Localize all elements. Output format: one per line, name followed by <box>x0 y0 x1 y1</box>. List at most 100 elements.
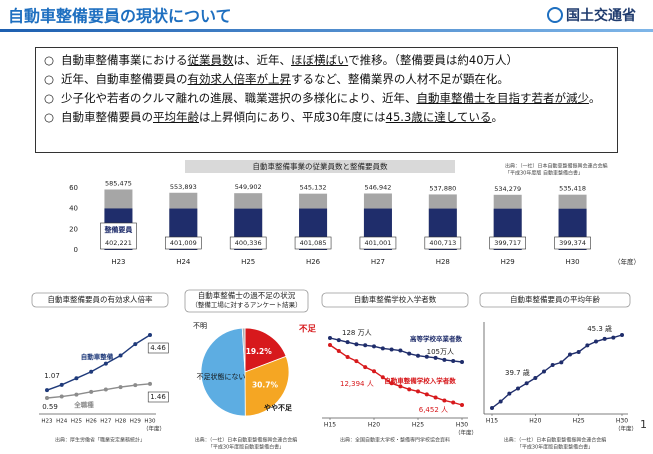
data-point <box>118 385 123 390</box>
bullet-text: 自動車整備士を目指す若者が減少 <box>416 91 589 105</box>
value-label: 12,394 人 <box>340 380 374 388</box>
value-label: 45.3 歳 <box>587 324 612 333</box>
data-point <box>103 387 108 392</box>
x-tick-label: H23 <box>111 258 125 266</box>
bullet-text: 有効求人倍率が上昇 <box>187 72 292 86</box>
data-point <box>363 343 368 348</box>
panel-title: 自動車整備士の過不足の状況 <box>198 290 296 300</box>
value-label: 399,374 <box>559 239 586 247</box>
x-tick-label: H20 <box>368 422 380 429</box>
y-tick-label: 20 <box>69 225 78 233</box>
data-point <box>550 362 555 367</box>
bullet: 近年、自動車整備要員の有効求人倍率が上昇するなど、整備業界の人材不足が顕在化。 <box>44 71 609 88</box>
x-tick-label: H29 <box>501 258 515 266</box>
source-note: 「平成30年度版自動車整備白書」 <box>208 444 284 451</box>
label-box <box>359 236 397 250</box>
series-name: 自動車整備 <box>81 352 114 361</box>
data-point <box>516 386 520 391</box>
bullet-text: 。 <box>588 91 601 105</box>
data-point <box>424 392 429 397</box>
data-point <box>45 388 49 393</box>
data-point <box>148 381 152 386</box>
pie-slice <box>244 327 287 373</box>
page-number: 1 <box>640 418 647 431</box>
category-label: 不足状態にない <box>197 372 246 381</box>
logo-text: 国土交通省 <box>566 7 636 24</box>
panel-title-box <box>184 289 309 313</box>
data-point <box>460 360 464 364</box>
x-tick-label: H30 <box>456 422 468 429</box>
value-label: 535,418 <box>559 185 586 193</box>
series-name: 整備要員 <box>103 225 133 234</box>
value-label: 537,880 <box>429 184 456 192</box>
x-tick-label: H20 <box>529 418 541 425</box>
x-tick-label: H30 <box>144 419 156 425</box>
panel-title: 自動車整備学校入学者数 <box>354 294 437 304</box>
data-point <box>74 376 79 381</box>
series-line <box>46 383 151 399</box>
data-point <box>559 360 564 365</box>
data-point <box>451 358 456 363</box>
data-point <box>345 340 350 345</box>
bullet-text: で推移。（整備要員は約40万人） <box>348 53 519 67</box>
x-tick-label: H29 <box>130 419 142 425</box>
series-name: 高等学校卒業者数 <box>410 334 463 343</box>
bullet-box: 自動車整備事業における従業員数は、近年、ほぼ横ばいで推移。（整備要員は約40万人… <box>35 47 618 153</box>
bullet: 自動車整備事業における従業員数は、近年、ほぼ横ばいで推移。（整備要員は約40万人… <box>44 52 609 69</box>
x-tick-label: H27 <box>371 258 385 266</box>
x-tick-label: H25 <box>71 419 83 425</box>
data-point <box>380 346 385 351</box>
data-point <box>416 353 420 358</box>
value-label: 545,132 <box>300 184 327 192</box>
data-point <box>498 399 503 404</box>
value-label: 399,717 <box>494 239 521 247</box>
data-point <box>533 376 538 381</box>
source-note: 「平成30年度版自動車整備白書」 <box>517 444 593 451</box>
data-point <box>602 336 607 341</box>
category-label: 不明 <box>193 322 207 330</box>
pie-slice <box>244 355 290 417</box>
data-point <box>620 333 624 337</box>
value-label: 0.59 <box>42 403 58 411</box>
source-note: 出典：（一社）日本自動車整備振興会連合会編 <box>504 437 607 444</box>
bullet-text: は、近年、 <box>233 53 292 67</box>
x-tick-label: H27 <box>100 419 112 425</box>
data-point <box>363 365 368 370</box>
source-note: 出典：厚生労働省「職業安定業務統計」 <box>55 437 145 444</box>
y-tick-label: 0 <box>74 246 78 254</box>
x-tick-label: H30 <box>565 258 579 266</box>
value-label: 400,336 <box>235 239 262 247</box>
data-point <box>354 342 359 347</box>
source-note: 「平成30年度版 自動車整備白書」 <box>505 170 583 177</box>
data-point <box>380 375 385 380</box>
bullet-text: するなど、整備業界の人材不足が顕在化。 <box>291 72 509 86</box>
x-tick-label: H30 <box>616 418 628 425</box>
value-label: 553,893 <box>170 183 197 191</box>
x-tick-label: H25 <box>412 422 424 429</box>
bullet: 少子化や若者のクルマ離れの進展、職業選択の多様化により、近年、自動車整備士を目指… <box>44 90 609 107</box>
data-point <box>118 353 123 358</box>
value-label: 19.2% <box>246 347 273 356</box>
x-tick-label: H26 <box>306 258 321 266</box>
data-point <box>524 381 529 386</box>
data-point <box>354 359 359 364</box>
value-label: 401,009 <box>170 239 197 247</box>
x-tick-label: H23 <box>41 419 53 425</box>
value-label: 1.46 <box>150 393 166 401</box>
data-point <box>460 403 464 407</box>
value-label: 549,902 <box>235 183 262 191</box>
data-point <box>594 339 598 344</box>
bullet-text: 45.3歳に達している <box>385 110 492 124</box>
logo-icon <box>547 7 563 23</box>
data-point <box>336 348 341 353</box>
value-label: 6,452 人 <box>419 406 448 414</box>
data-point <box>372 369 376 374</box>
bullet-text: 。 <box>491 110 503 124</box>
series-line <box>491 334 623 409</box>
bullet: 自動車整備要員の平均年齢は上昇傾向にあり、平成30年度には45.3歳に達している… <box>44 109 609 126</box>
chart-title-box <box>185 160 455 173</box>
value-label: 401,085 <box>300 239 327 247</box>
data-point <box>89 389 94 394</box>
pie-slice <box>200 327 246 417</box>
